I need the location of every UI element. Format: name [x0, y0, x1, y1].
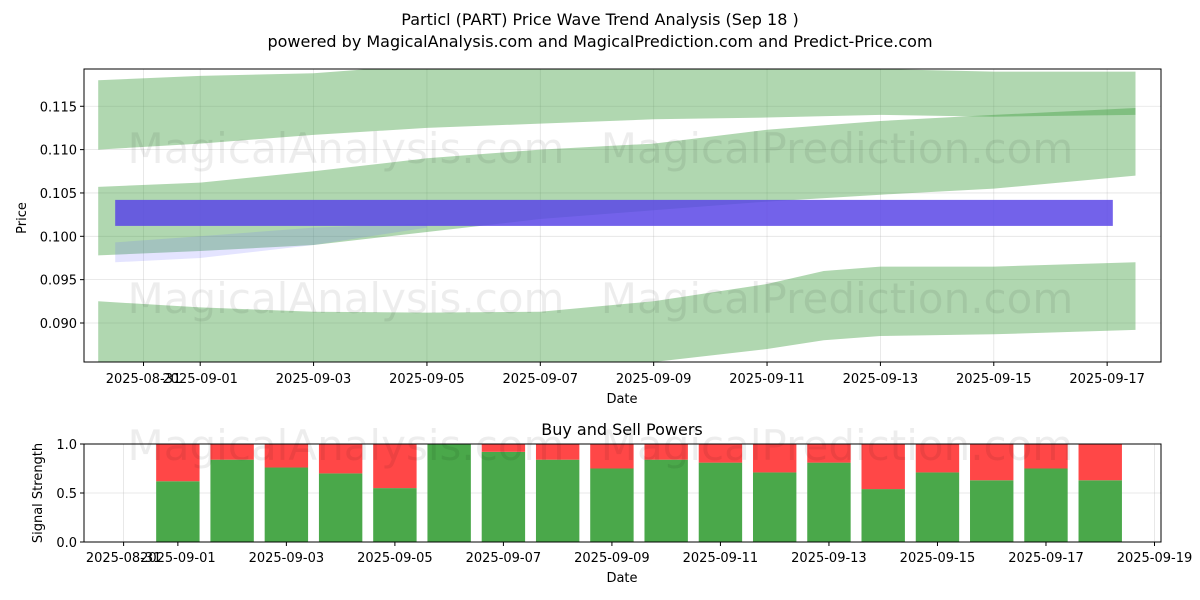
signal-y-axis-label: Signal Strength: [31, 443, 46, 543]
buy-power-bar: [644, 459, 688, 542]
chart-title-line1: Particl (PART) Price Wave Trend Analysis…: [401, 10, 798, 29]
sell-power-bar: [373, 444, 417, 489]
sell-power-bar: [644, 444, 688, 460]
sell-power-bar: [807, 444, 851, 463]
signal-plot-title: Buy and Sell Powers: [541, 420, 703, 439]
sell-power-bar: [1078, 444, 1122, 481]
signal-x-tick-label: 2025-09-09: [574, 551, 650, 566]
price-y-ticks: 0.090 0.095 0.100 0.105 0.110 0.115: [40, 100, 84, 332]
signal-x-tick-label: 2025-09-01: [140, 551, 216, 566]
upper-wave-band: [98, 69, 1136, 150]
price-plot: MagicalAnalysis.com MagicalPrediction.co…: [15, 68, 1162, 407]
signal-watermark-2: MagicalPrediction.com: [601, 421, 1074, 470]
sell-power-bar: [210, 444, 254, 460]
price-y-tick-label: 0.115: [40, 100, 77, 115]
price-x-tick-label: 2025-09-09: [616, 372, 692, 387]
price-y-tick-label: 0.110: [40, 144, 77, 159]
sell-power-bar: [156, 444, 200, 482]
price-x-tick-label: 2025-09-01: [162, 372, 238, 387]
sell-power-bar: [590, 444, 634, 469]
price-bands: [98, 69, 1136, 362]
buy-power-bar: [535, 459, 580, 542]
price-grid: [84, 69, 1161, 362]
signal-watermark-1: MagicalAnalysis.com: [128, 421, 565, 470]
price-range-band: [115, 199, 1113, 226]
signal-x-tick-label: 2025-09-13: [791, 551, 867, 566]
sell-power-bar: [861, 444, 905, 490]
sell-power-bar: [481, 444, 526, 452]
buy-power-bar: [1024, 468, 1068, 542]
sell-power-bar: [318, 444, 363, 474]
chart-title-line2: powered by MagicalAnalysis.com and Magic…: [267, 32, 932, 51]
buy-power-bar: [698, 462, 743, 542]
buy-power-bar: [156, 481, 200, 542]
price-x-tick-label: 2025-09-05: [389, 372, 465, 387]
signal-x-tick-label: 2025-08-31: [86, 551, 162, 566]
buy-power-bar: [264, 467, 309, 542]
signal-x-tick-label: 2025-09-11: [683, 551, 759, 566]
price-x-tick-label: 2025-09-07: [503, 372, 579, 387]
signal-x-tick-label: 2025-09-07: [466, 551, 542, 566]
price-plot-frame: [83, 68, 1162, 363]
buy-power-bar: [373, 488, 417, 542]
buy-power-bar: [915, 472, 960, 542]
price-y-tick-label: 0.100: [40, 230, 77, 245]
sell-power-bar: [970, 444, 1014, 481]
buy-power-bar: [861, 489, 905, 542]
price-x-tick-label: 2025-09-03: [276, 372, 352, 387]
watermark-1: MagicalAnalysis.com: [128, 124, 565, 173]
price-x-tick-label: 2025-09-15: [956, 372, 1032, 387]
buy-power-bar: [210, 459, 254, 542]
signal-y-tick-label: 0.0: [56, 536, 77, 551]
price-x-tick-label: 2025-09-11: [729, 372, 805, 387]
sell-power-bar: [915, 444, 960, 473]
signal-x-tick-label: 2025-09-05: [357, 551, 433, 566]
price-x-tick-label: 2025-09-17: [1069, 372, 1145, 387]
price-y-tick-label: 0.090: [40, 317, 77, 332]
sell-power-bar: [752, 444, 797, 473]
lower-wave-band: [98, 262, 1136, 362]
buy-power-bar: [807, 462, 851, 542]
sell-power-bar: [698, 444, 743, 463]
buy-power-bar: [970, 480, 1014, 542]
watermark-3: MagicalAnalysis.com: [128, 274, 565, 323]
price-y-tick-label: 0.095: [40, 274, 77, 289]
signal-x-axis-label: Date: [606, 571, 637, 586]
buy-power-bar: [481, 451, 526, 542]
price-y-axis-label: Price: [15, 202, 30, 234]
buy-power-bar: [427, 444, 471, 542]
lavender-wave-band: [115, 223, 427, 263]
buy-power-bar: [752, 472, 797, 542]
price-x-tick-label: 2025-08-31: [106, 372, 182, 387]
price-y-tick-label: 0.105: [40, 187, 77, 202]
watermark-2: MagicalPrediction.com: [601, 124, 1074, 173]
buy-power-bar: [590, 468, 634, 542]
sell-power-bar: [535, 444, 580, 460]
price-x-axis-label: Date: [606, 392, 637, 407]
watermark-4: MagicalPrediction.com: [601, 274, 1074, 323]
signal-y-ticks: 0.0 0.5 1.0: [56, 438, 84, 551]
price-x-tick-label: 2025-09-13: [843, 372, 919, 387]
buy-power-bar: [318, 473, 363, 542]
signal-x-tick-label: 2025-09-03: [249, 551, 325, 566]
signal-x-tick-label: 2025-09-17: [1008, 551, 1084, 566]
signal-y-tick-label: 0.5: [56, 487, 77, 502]
sell-power-bar: [1024, 444, 1068, 469]
signal-x-tick-label: 2025-09-19: [1117, 551, 1193, 566]
buy-power-bar: [1078, 480, 1122, 542]
signal-y-tick-label: 1.0: [56, 438, 77, 453]
signal-bars: [156, 444, 1122, 542]
signal-plot: Buy and Sell Powers MagicalAnalysis.com …: [31, 420, 1192, 586]
sell-power-bar: [264, 444, 309, 468]
signal-x-tick-label: 2025-09-15: [900, 551, 976, 566]
